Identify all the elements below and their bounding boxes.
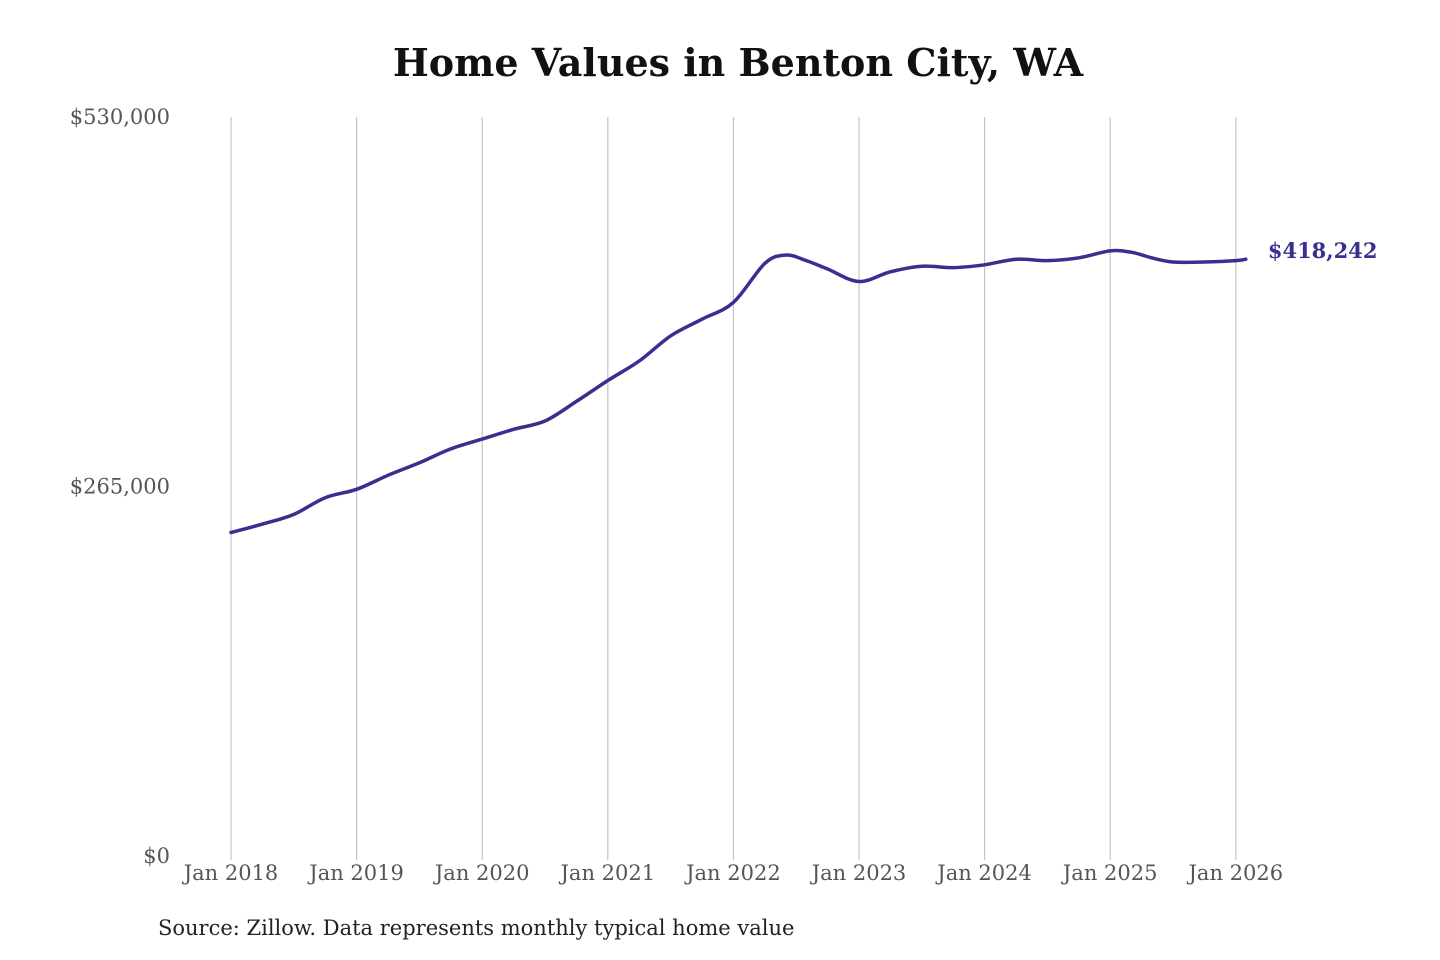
x-tick-label: Jan 2026 [1187,861,1284,885]
x-axis-ticks: Jan 2018 Jan 2019 Jan 2020 Jan 2021 Jan 2022… [182,861,1283,885]
y-tick-label: $530,000 [70,105,170,129]
y-tick-label: $0 [143,844,170,868]
x-tick-label: Jan 2018 [182,861,279,885]
data-labels: $418,242 [1268,238,1378,263]
x-tick-label: Jan 2021 [559,861,656,885]
series-line [229,248,1248,535]
x-tick-label: Jan 2025 [1061,861,1158,885]
series-layer [229,248,1248,535]
chart-title: Home Values in Benton City, WA [392,40,1084,85]
source-note: Source: Zillow. Data represents monthly … [158,916,795,940]
grid-lines [230,117,1237,860]
y-tick-label: $265,000 [70,475,170,499]
y-axis-ticks: $0 $265,000 $530,000 [70,105,170,868]
x-tick-label: Jan 2020 [433,861,530,885]
x-tick-label: Jan 2022 [684,861,781,885]
x-tick-label: Jan 2024 [935,861,1032,885]
end-value-label: $418,242 [1268,238,1378,263]
x-tick-label: Jan 2019 [307,861,404,885]
x-tick-label: Jan 2023 [810,861,907,885]
